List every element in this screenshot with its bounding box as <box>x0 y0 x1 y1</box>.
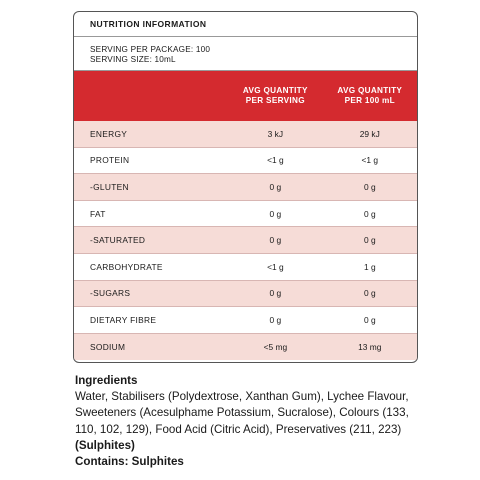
ingredients-title: Ingredients <box>75 374 138 387</box>
nutrient-row-sugars: -SUGARS 0 g 0 g <box>74 280 417 308</box>
nutrition-panel: NUTRITION INFORMATION SERVING PER PACKAG… <box>73 11 418 363</box>
nutrient-row-sodium: SODIUM <5 mg 13 mg <box>74 333 417 361</box>
serving-info: SERVING PER PACKAGE: 100 SERVING SIZE: 1… <box>74 37 417 71</box>
nutrient-row-dietary-fibre: DIETARY FIBRE 0 g 0 g <box>74 307 417 334</box>
col-header-per-serving: AVG QUANTITY PER SERVING <box>242 86 308 105</box>
serving-per-package: SERVING PER PACKAGE: 100 <box>90 45 211 54</box>
allergen-inline: (Sulphites) <box>75 438 135 452</box>
nutrient-row-gluten: -GLUTEN 0 g 0 g <box>74 174 417 201</box>
nutrient-row-carbohydrate: CARBOHYDRATE <1 g 1 g <box>74 254 417 281</box>
panel-title: NUTRITION INFORMATION <box>74 12 417 37</box>
column-header-row: AVG QUANTITY PER SERVING AVG QUANTITY PE… <box>74 71 417 121</box>
contains-statement: Contains: Sulphites <box>75 455 184 469</box>
nutrient-row-energy: ENERGY 3 kJ 29 kJ <box>74 121 417 148</box>
nutrient-row-protein: PROTEIN <1 g <1 g <box>74 148 417 175</box>
col-header-per-100ml: AVG QUANTITY PER 100 mL <box>337 86 403 105</box>
nutrient-row-saturated: -SATURATED 0 g 0 g <box>74 227 417 254</box>
ingredients-text: Water, Stabilisers (Polydextrose, Xantha… <box>75 390 409 452</box>
serving-size: SERVING SIZE: 10mL <box>90 55 176 64</box>
ingredients-block: Ingredients Water, Stabilisers (Polydext… <box>75 373 415 470</box>
nutrient-row-fat: FAT 0 g 0 g <box>74 201 417 228</box>
